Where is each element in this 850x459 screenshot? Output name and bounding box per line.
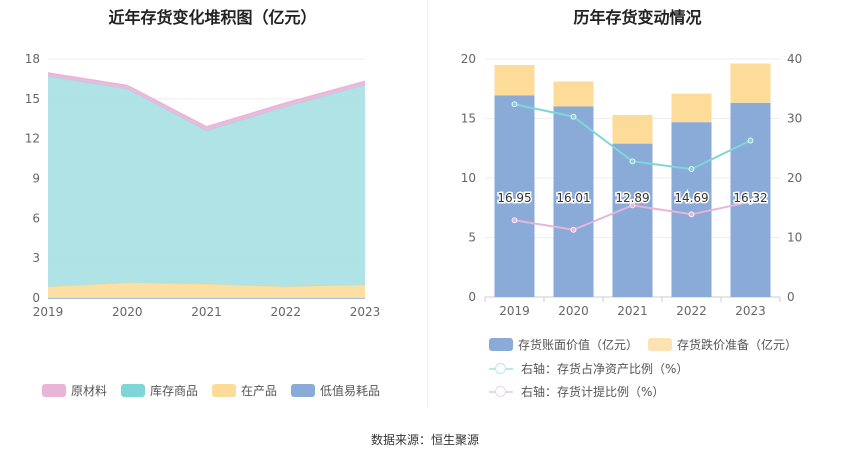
legend-swatch-raw-materials	[42, 384, 66, 397]
x-tick-label: 2021	[191, 305, 222, 319]
x-tick-label: 2021	[617, 304, 648, 318]
right-legend-row-3: 右轴：存货计提比例（%）	[489, 383, 664, 400]
area-series-line-3	[47, 72, 366, 128]
bar-0-2022	[671, 122, 712, 298]
bar-0-2021	[612, 143, 653, 297]
bar-value-label: 16.32	[733, 191, 767, 205]
line-point-0-2022	[688, 166, 695, 172]
legend-label-finished-goods: 库存商品	[150, 384, 199, 398]
y-left-tick-label: 5	[468, 231, 476, 245]
x-tick-label: 2019	[499, 304, 530, 318]
legend-label-net-asset-ratio: 右轴：存货占净资产比例（%）	[521, 362, 689, 376]
left-area-chart: 0 3 6 9 12 15 18 2019 2020 2021 2022 2023	[25, 52, 381, 319]
right-legend-row-1: 存货账面价值（亿元） 存货跌价准备（亿元）	[489, 336, 797, 353]
right-legend-row-2: 右轴：存货占净资产比例（%）	[489, 360, 688, 377]
y-tick-label: 6	[32, 211, 40, 225]
legend-line-icon-net-asset-ratio	[489, 362, 513, 375]
line-point-0-2020	[570, 113, 577, 120]
line-point-1-2021	[629, 202, 636, 209]
panel-divider	[427, 0, 428, 408]
legend-label-wip: 在产品	[241, 384, 278, 398]
legend-label-impairment: 存货跌价准备（亿元）	[677, 338, 798, 352]
left-legend: 原材料 库存商品 在产品 低值易耗品	[42, 382, 380, 399]
bar-0-2020	[553, 106, 594, 297]
y-right-tick-label: 20	[787, 171, 802, 185]
y-right-tick-label: 10	[787, 231, 802, 245]
bar-value-label: 12.89	[615, 191, 649, 205]
y-tick-label: 9	[32, 172, 40, 186]
data-source: 数据来源：恒生聚源	[370, 433, 479, 447]
right-bar-chart: 0 5 10 15 20 0 10 20 30 40 2019 2020 2021 2022 2023 16.…	[461, 52, 803, 318]
bar-1-2020	[553, 81, 594, 107]
y-tick-label: 12	[25, 132, 40, 146]
x-tick-label: 2020	[112, 305, 143, 319]
y-left-tick-label: 0	[468, 290, 476, 304]
line-point-1-2019	[511, 217, 518, 224]
legend-line-icon-provision-ratio	[489, 385, 513, 398]
x-tick-label: 2022	[676, 304, 707, 318]
x-tick-label: 2023	[350, 305, 381, 319]
x-tick-label: 2020	[558, 304, 589, 318]
bar-value-label: 16.01	[556, 191, 590, 205]
x-tick-label: 2022	[270, 305, 301, 319]
legend-label-consumables: 低值易耗品	[320, 384, 381, 398]
x-tick-label: 2019	[33, 305, 64, 319]
x-tick-label: 2023	[735, 304, 766, 318]
y-tick-label: 18	[25, 52, 40, 66]
legend-label-raw-materials: 原材料	[71, 384, 108, 398]
bar-1-2021	[612, 115, 653, 144]
left-chart-title: 近年存货变化堆积图（亿元）	[108, 8, 317, 27]
legend-swatch-wip	[212, 384, 237, 397]
legend-swatch-consumables	[291, 384, 316, 397]
bar-1-2019	[494, 64, 535, 96]
legend-label-provision-ratio: 右轴：存货计提比例（%）	[521, 385, 665, 399]
legend-swatch-impairment	[648, 338, 673, 351]
y-left-tick-label: 20	[461, 52, 476, 66]
y-left-tick-label: 10	[461, 171, 476, 185]
bar-0-2019	[494, 95, 535, 297]
legend-swatch-book-value	[489, 338, 513, 351]
bar-value-label: 16.95	[497, 191, 531, 205]
y-right-tick-label: 0	[787, 290, 795, 304]
bar-1-2022	[671, 93, 712, 123]
line-point-1-2022	[688, 211, 695, 218]
line-point-0-2021	[629, 158, 636, 165]
right-chart-title: 历年存货变动情况	[573, 8, 702, 27]
y-tick-label: 15	[25, 92, 40, 106]
y-right-tick-label: 30	[787, 112, 802, 126]
y-right-tick-label: 40	[787, 52, 802, 66]
area-series-3	[48, 72, 365, 131]
legend-swatch-finished-goods	[121, 384, 146, 397]
bar-1-2023	[730, 63, 771, 103]
bar-value-label: 14.69	[674, 191, 708, 205]
y-tick-label: 3	[32, 251, 40, 265]
y-tick-label: 0	[32, 291, 40, 305]
line-point-1-2020	[570, 226, 577, 233]
line-point-0-2023	[747, 137, 754, 144]
y-left-tick-label: 15	[461, 112, 476, 126]
area-series-2	[48, 76, 365, 287]
line-point-1-2023	[747, 198, 754, 205]
area-series-1	[48, 282, 365, 298]
legend-label-book-value: 存货账面价值（亿元）	[518, 338, 639, 352]
line-point-0-2019	[511, 101, 518, 108]
